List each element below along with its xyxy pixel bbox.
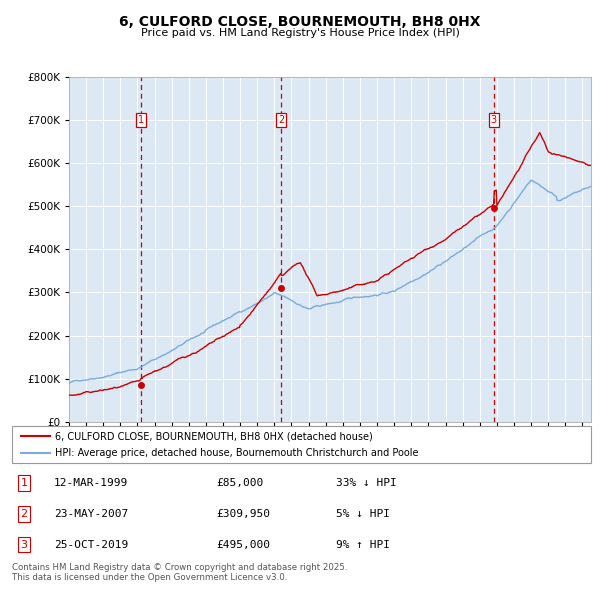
Text: 12-MAR-1999: 12-MAR-1999 xyxy=(54,478,128,488)
Text: 5% ↓ HPI: 5% ↓ HPI xyxy=(336,509,390,519)
Text: 23-MAY-2007: 23-MAY-2007 xyxy=(54,509,128,519)
Text: 3: 3 xyxy=(491,115,497,125)
Text: £85,000: £85,000 xyxy=(216,478,263,488)
Text: 2: 2 xyxy=(20,509,28,519)
Text: £309,950: £309,950 xyxy=(216,509,270,519)
Text: Contains HM Land Registry data © Crown copyright and database right 2025.
This d: Contains HM Land Registry data © Crown c… xyxy=(12,563,347,582)
Text: 33% ↓ HPI: 33% ↓ HPI xyxy=(336,478,397,488)
Text: 6, CULFORD CLOSE, BOURNEMOUTH, BH8 0HX: 6, CULFORD CLOSE, BOURNEMOUTH, BH8 0HX xyxy=(119,15,481,29)
Text: 9% ↑ HPI: 9% ↑ HPI xyxy=(336,540,390,549)
Text: 25-OCT-2019: 25-OCT-2019 xyxy=(54,540,128,549)
Text: 6, CULFORD CLOSE, BOURNEMOUTH, BH8 0HX (detached house): 6, CULFORD CLOSE, BOURNEMOUTH, BH8 0HX (… xyxy=(55,431,373,441)
Text: HPI: Average price, detached house, Bournemouth Christchurch and Poole: HPI: Average price, detached house, Bour… xyxy=(55,448,419,458)
Text: 3: 3 xyxy=(20,540,28,549)
Text: 1: 1 xyxy=(137,115,144,125)
Text: £495,000: £495,000 xyxy=(216,540,270,549)
Text: 2: 2 xyxy=(278,115,284,125)
FancyBboxPatch shape xyxy=(12,426,591,463)
Text: 1: 1 xyxy=(20,478,28,488)
Text: Price paid vs. HM Land Registry's House Price Index (HPI): Price paid vs. HM Land Registry's House … xyxy=(140,28,460,38)
